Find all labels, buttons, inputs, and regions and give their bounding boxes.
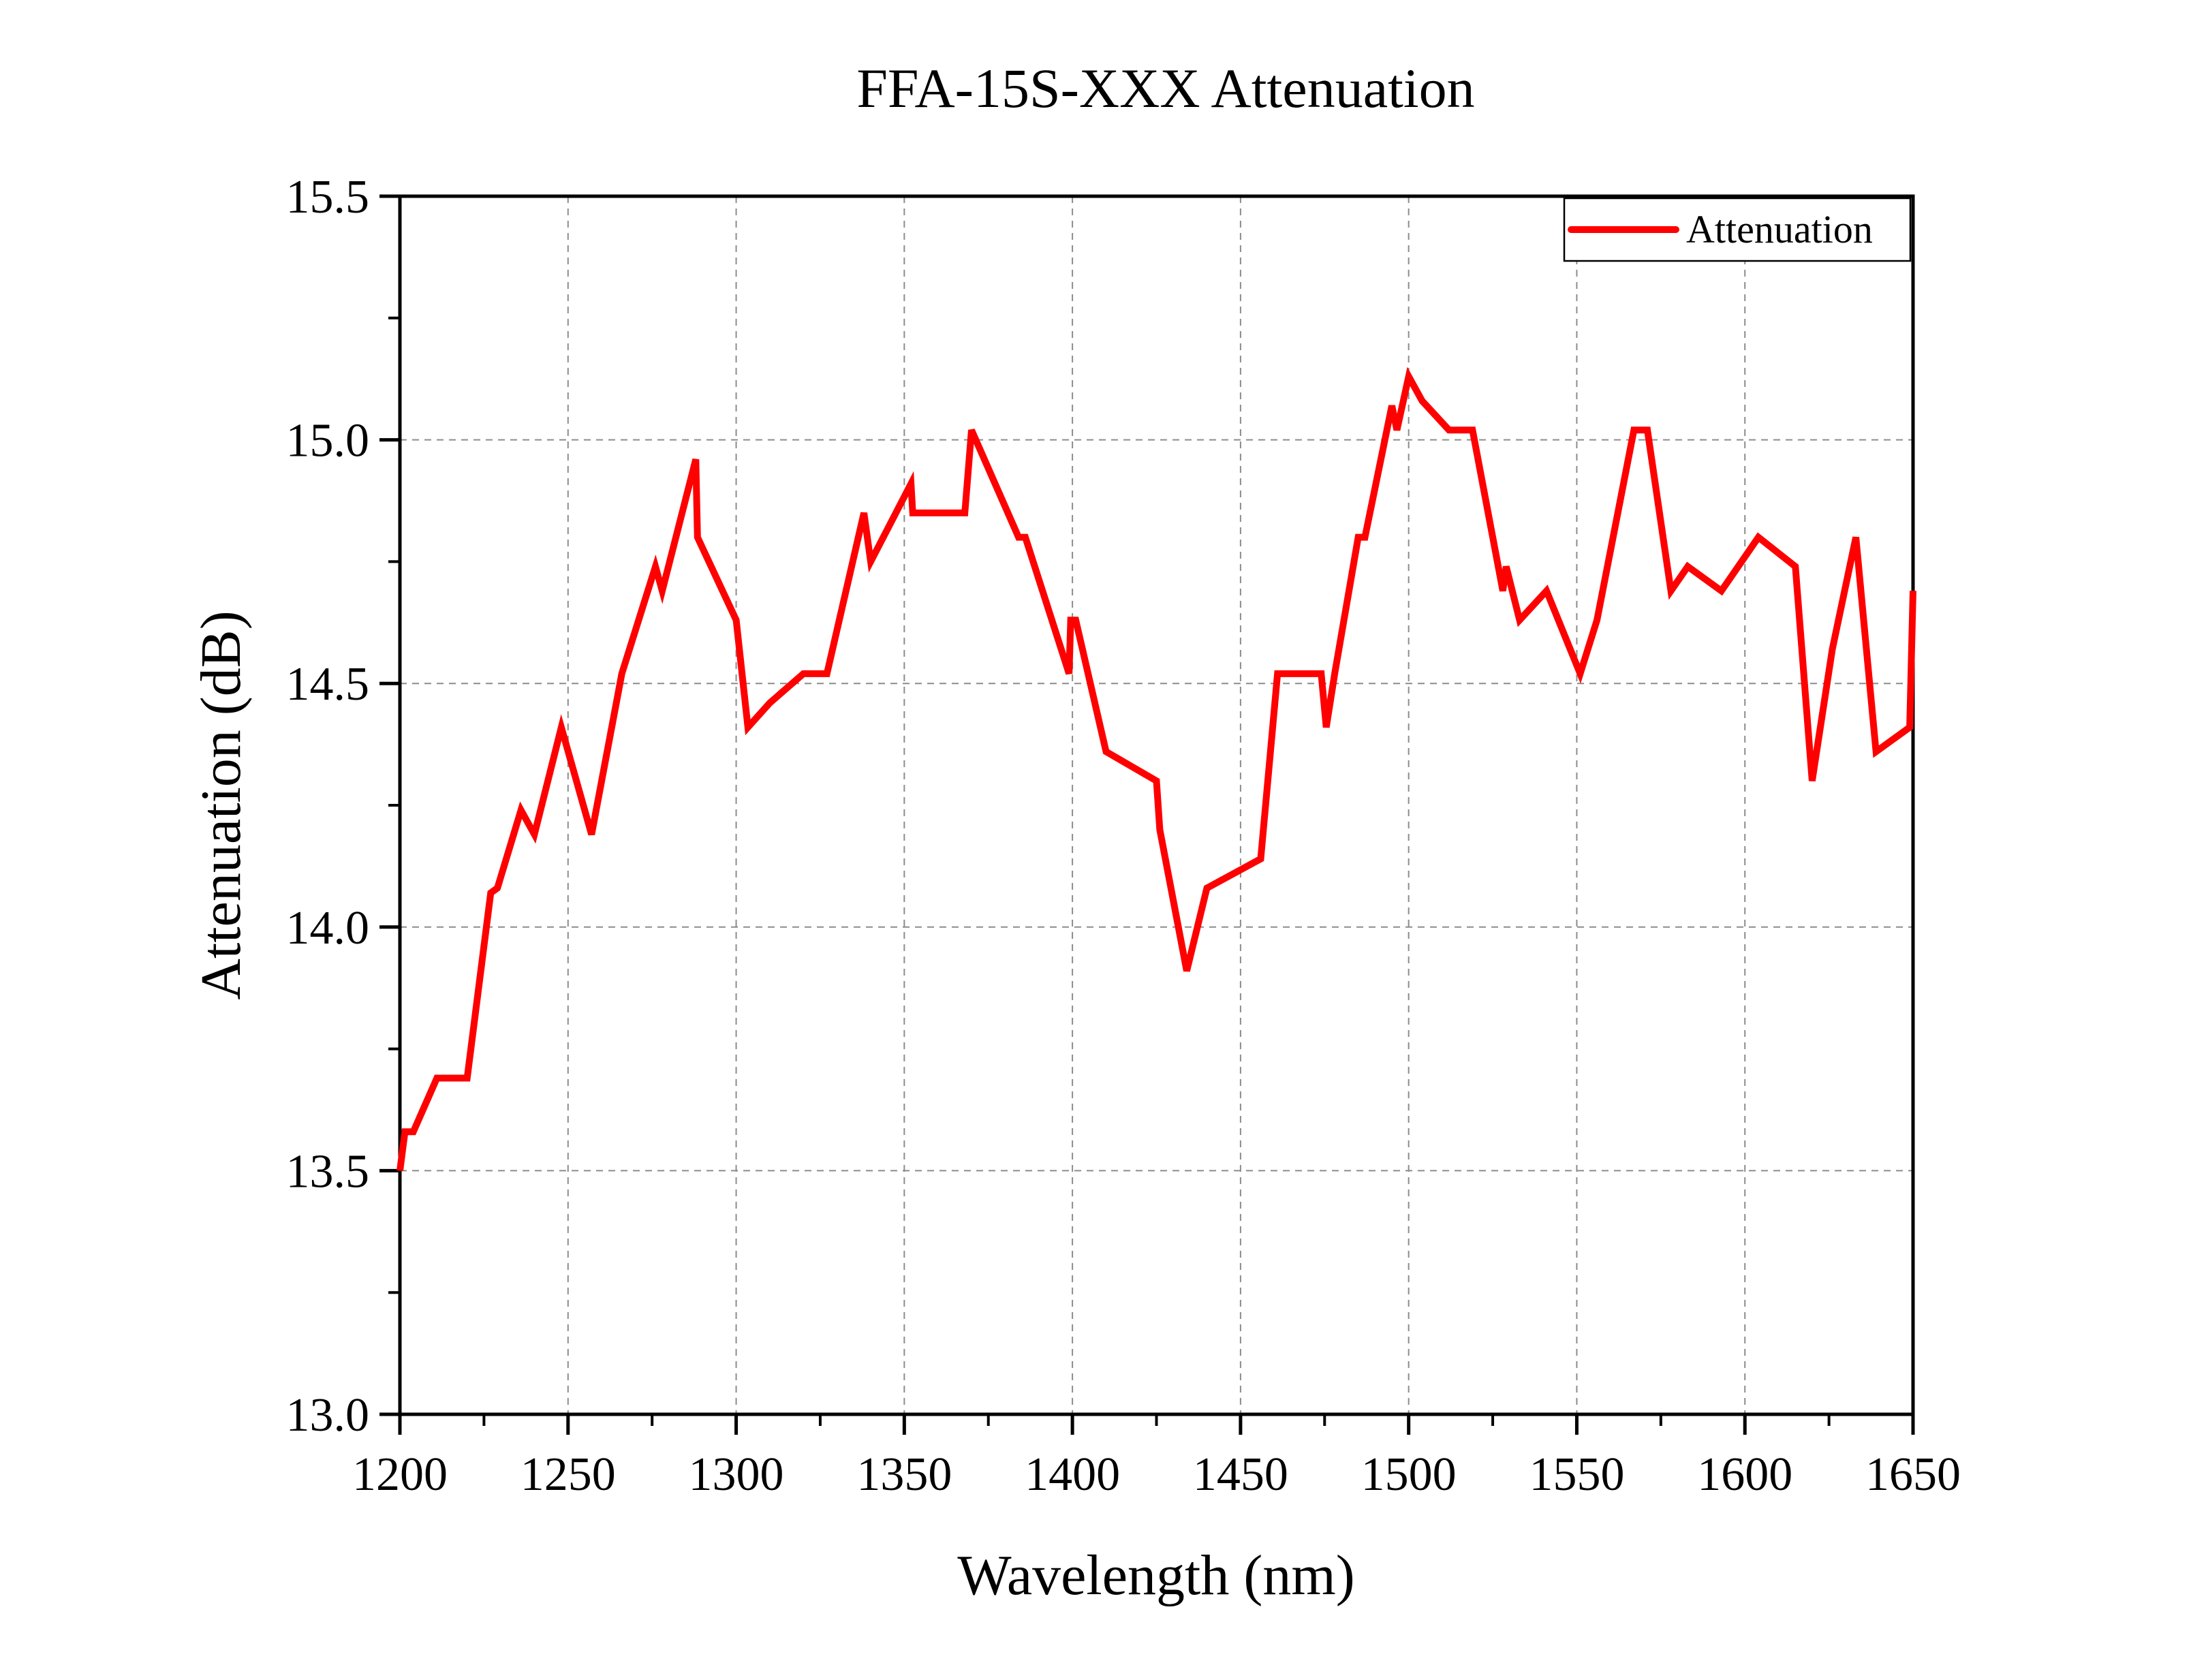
data-point bbox=[1408, 376, 1410, 377]
data-point bbox=[1758, 537, 1759, 538]
y-tick-label: 13.5 bbox=[286, 1145, 370, 1198]
data-point bbox=[826, 673, 828, 674]
series-layer bbox=[397, 367, 1916, 1172]
data-point bbox=[1448, 429, 1450, 431]
x-tick-label: 1450 bbox=[1193, 1448, 1288, 1501]
y-tick-labels: 13.0 13.5 14.0 14.5 15.0 15.5 bbox=[286, 171, 370, 1442]
x-tick-label: 1250 bbox=[520, 1448, 616, 1501]
y-tick-label: 14.0 bbox=[286, 902, 370, 954]
data-point bbox=[769, 702, 771, 704]
major-ticks bbox=[379, 194, 1915, 1435]
y-axis-label: Attenuation (dB) bbox=[189, 610, 253, 1000]
data-point bbox=[1472, 429, 1473, 431]
data-point bbox=[1519, 619, 1520, 621]
y-tick-label: 14.5 bbox=[286, 658, 370, 711]
data-point bbox=[1320, 673, 1322, 674]
x-axis-label: Wavelength (nm) bbox=[957, 1544, 1354, 1607]
data-point bbox=[655, 566, 656, 567]
minor-ticks bbox=[388, 316, 1831, 1426]
data-point bbox=[912, 512, 914, 514]
data-point bbox=[1068, 673, 1070, 674]
data-point bbox=[1277, 673, 1278, 674]
x-tick-label: 1200 bbox=[352, 1448, 448, 1501]
data-point bbox=[1391, 405, 1393, 406]
legend: Attenuation bbox=[1563, 197, 1912, 262]
chart-title: FFA-15S-XXX Attenuation bbox=[856, 57, 1474, 119]
x-tick-label: 1400 bbox=[1025, 1448, 1120, 1501]
data-point bbox=[399, 1170, 401, 1171]
data-point bbox=[863, 512, 865, 514]
x-tick-label: 1650 bbox=[1865, 1448, 1961, 1501]
plot-frame bbox=[398, 194, 1915, 1416]
data-point bbox=[747, 727, 749, 728]
grid-lines bbox=[400, 196, 1913, 1414]
data-point bbox=[1794, 566, 1796, 567]
x-tick-label: 1300 bbox=[689, 1448, 784, 1501]
data-point bbox=[520, 809, 522, 811]
y-tick-label: 15.5 bbox=[286, 171, 370, 223]
y-tick-label: 13.0 bbox=[286, 1389, 370, 1442]
data-point bbox=[1025, 537, 1026, 538]
data-point bbox=[621, 673, 623, 674]
data-point bbox=[591, 834, 592, 835]
x-tick-labels: 1200 1250 1300 1350 1400 1450 1500 1550 1600 1650 bbox=[352, 1448, 1961, 1501]
y-tick-label: 15.0 bbox=[286, 415, 370, 467]
legend-label-attenuation: Attenuation bbox=[1686, 207, 1873, 251]
x-tick-label: 1350 bbox=[856, 1448, 952, 1501]
x-tick-label: 1500 bbox=[1361, 1448, 1457, 1501]
data-point bbox=[1579, 673, 1581, 674]
data-point bbox=[1832, 649, 1833, 650]
data-point bbox=[803, 673, 804, 674]
x-tick-label: 1550 bbox=[1529, 1448, 1624, 1501]
data-point bbox=[1260, 858, 1261, 860]
x-tick-label: 1600 bbox=[1697, 1448, 1792, 1501]
data-point bbox=[1596, 619, 1598, 621]
data-point bbox=[697, 537, 698, 538]
data-point bbox=[1647, 429, 1648, 431]
data-point bbox=[1070, 619, 1072, 621]
data-point bbox=[533, 834, 535, 835]
